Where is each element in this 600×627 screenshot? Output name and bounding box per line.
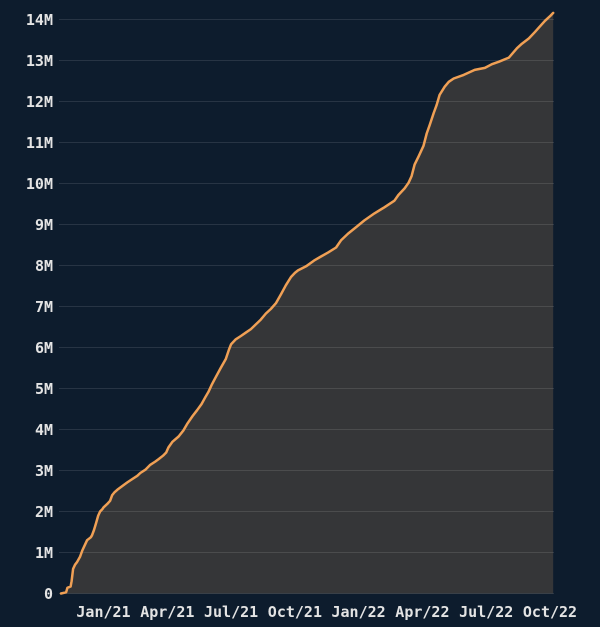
y-tick-label: 7M <box>35 298 53 316</box>
x-tick-label: Jan/21 <box>76 603 130 621</box>
y-axis-labels: 0 1M 2M 3M 4M 5M 6M 7M 8M 9M 10M 11M 12M 13M 14M <box>26 11 53 603</box>
y-tick-label: 9M <box>35 216 53 234</box>
y-tick-label: 1M <box>35 544 53 562</box>
x-tick-label: Apr/22 <box>395 603 449 621</box>
y-tick-label: 10M <box>26 175 53 193</box>
y-tick-label: 11M <box>26 134 53 152</box>
x-tick-label: Apr/21 <box>140 603 194 621</box>
y-tick-label: 8M <box>35 257 53 275</box>
x-tick-label: Jul/22 <box>459 603 513 621</box>
gridlines-layer <box>59 19 554 594</box>
area-fill <box>59 12 554 594</box>
y-tick-label: 4M <box>35 421 53 439</box>
x-tick-label: Jan/22 <box>332 603 386 621</box>
y-tick-label: 12M <box>26 93 53 111</box>
y-tick-label: 6M <box>35 339 53 357</box>
x-tick-label: Oct/22 <box>523 603 577 621</box>
y-tick-label: 2M <box>35 503 53 521</box>
area-fill-layer <box>59 12 554 594</box>
x-tick-label: Oct/21 <box>268 603 322 621</box>
x-axis-labels: Jan/21 Apr/21 Jul/21 Oct/21 Jan/22 Apr/22 Jul/… <box>76 603 577 621</box>
y-tick-label: 5M <box>35 380 53 398</box>
trend-line <box>59 11 555 595</box>
x-tick-label: Jul/21 <box>204 603 258 621</box>
y-tick-label: 0 <box>44 585 53 603</box>
trend-line-layer <box>59 11 555 595</box>
y-tick-label: 3M <box>35 462 53 480</box>
y-tick-label: 13M <box>26 52 53 70</box>
y-tick-label: 14M <box>26 11 53 29</box>
